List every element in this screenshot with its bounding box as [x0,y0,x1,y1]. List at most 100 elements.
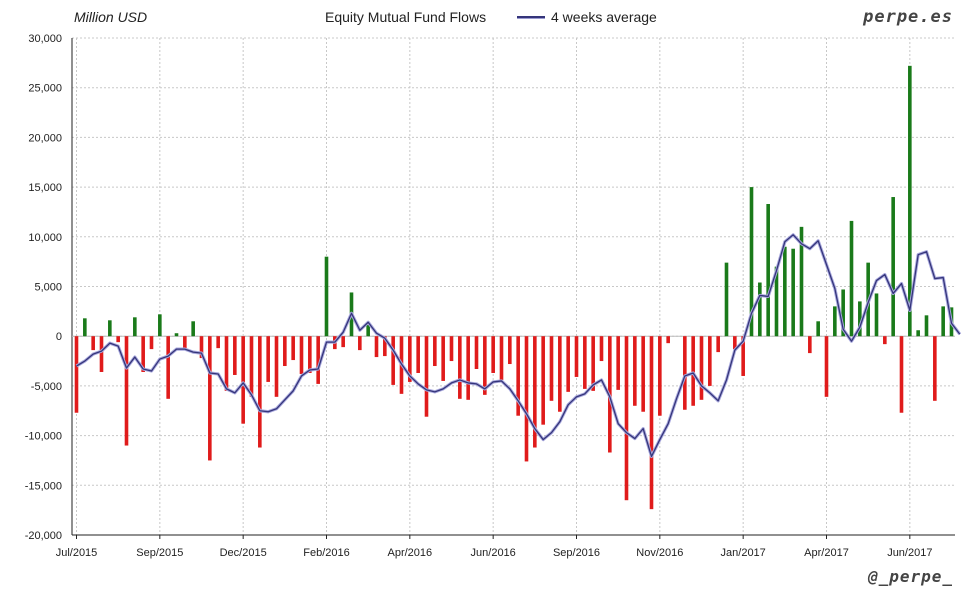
outflow-bar [666,336,670,344]
outflow-bar [541,336,545,425]
outflow-bar [249,336,254,397]
inflow-bar [908,65,912,337]
outflow-bar [466,336,470,400]
author-handle: @_perpe_ [867,567,953,586]
inflow-bar [849,220,854,337]
outflow-bar [266,336,270,382]
inflow-bar [858,301,862,337]
outflow-bar [233,336,237,375]
x-tick-label: Apr/2017 [804,547,849,559]
outflow-bar [408,336,412,382]
y-tick-label: -20,000 [25,530,62,542]
y-tick-label: 30,000 [28,33,62,45]
inflow-bar [724,262,729,337]
inflow-bar [133,317,137,337]
outflow-bar [199,336,204,359]
average-line [76,234,961,458]
legend-label: 4 weeks average [551,9,657,25]
outflow-bar [533,336,537,448]
outflow-bar [708,336,712,386]
outflow-bar [224,336,229,391]
outflow-bar [383,336,387,357]
outflow-bar [291,336,295,361]
inflow-bar [83,318,87,337]
y-tick-label: 5,000 [34,282,62,294]
y-tick-label: 10,000 [28,232,62,244]
inflow-bar [833,306,837,337]
inflow-bar [916,330,920,337]
outflow-bar [558,336,562,412]
outflow-bar [716,336,720,353]
outflow-bar [499,336,504,380]
outflow-bar [374,336,379,358]
outflow-bar [166,336,170,399]
outflow-bar [649,336,654,510]
outflow-bar [208,336,212,461]
outflow-bar [149,336,154,350]
x-tick-label: Jun/2016 [471,547,516,559]
inflow-bar [791,248,795,337]
outflow-bar [491,336,495,373]
outflow-bar [458,336,462,399]
outflow-bar [933,336,937,401]
outflow-bar [74,336,79,413]
outflow-bar [299,336,304,374]
outflow-bar [274,336,279,397]
outflow-bar [474,336,479,369]
outflow-bar [116,336,120,343]
x-tick-label: Dec/2015 [220,547,267,559]
outflow-bar [283,336,287,367]
inflow-bar [324,256,329,337]
inflow-bar [758,282,762,337]
inflow-bar [158,314,162,337]
y-tick-label: -5,000 [31,381,62,393]
outflow-bar [699,336,704,400]
y-tick-label: 0 [56,331,62,343]
x-tick-label: Jul/2015 [56,547,98,559]
inflow-bar [749,187,754,337]
inflow-bar [891,197,895,337]
outflow-bar [391,336,395,385]
x-tick-label: Jun/2017 [887,547,932,559]
inflow-bar [874,293,879,337]
y-tick-label: -10,000 [25,431,62,443]
inflow-bar [191,321,195,337]
x-tick-label: Apr/2016 [388,547,433,559]
outflow-bar [416,336,420,373]
outflow-bar [691,336,695,406]
outflow-bar [99,336,104,372]
inflow-bar [766,204,770,337]
x-tick-label: Sep/2016 [553,547,600,559]
outflow-bar [449,336,454,362]
outflow-bar [808,336,812,354]
outflow-bar [124,336,129,446]
outflow-bar [241,336,245,424]
outflow-bar [141,336,145,372]
inflow-bar [783,246,787,337]
outflow-bar [549,336,554,401]
legend: 4 weeks average [517,9,657,25]
inflow-bar [774,266,779,337]
outflow-bar [183,336,187,351]
outflow-bar [733,336,737,350]
outflow-bar [641,336,645,412]
y-tick-label: -15,000 [25,480,62,492]
outflow-bar [683,336,687,410]
outflow-bar [508,336,512,365]
inflow-bar [108,320,112,337]
x-tick-label: Jan/2017 [721,547,766,559]
outflow-bar [583,336,587,389]
inflow-bar [174,333,179,337]
outflow-bar [741,336,745,376]
outflow-bar [483,336,487,395]
outflow-bar [824,336,829,397]
y-tick-label: 20,000 [28,132,62,144]
outflow-bar [524,336,529,462]
outflow-bar [441,336,445,381]
outflow-bar [341,336,345,348]
outflow-bar [566,336,570,392]
y-unit-label: Million USD [74,9,148,25]
outflow-bar [599,336,604,362]
outflow-bar [883,336,887,345]
